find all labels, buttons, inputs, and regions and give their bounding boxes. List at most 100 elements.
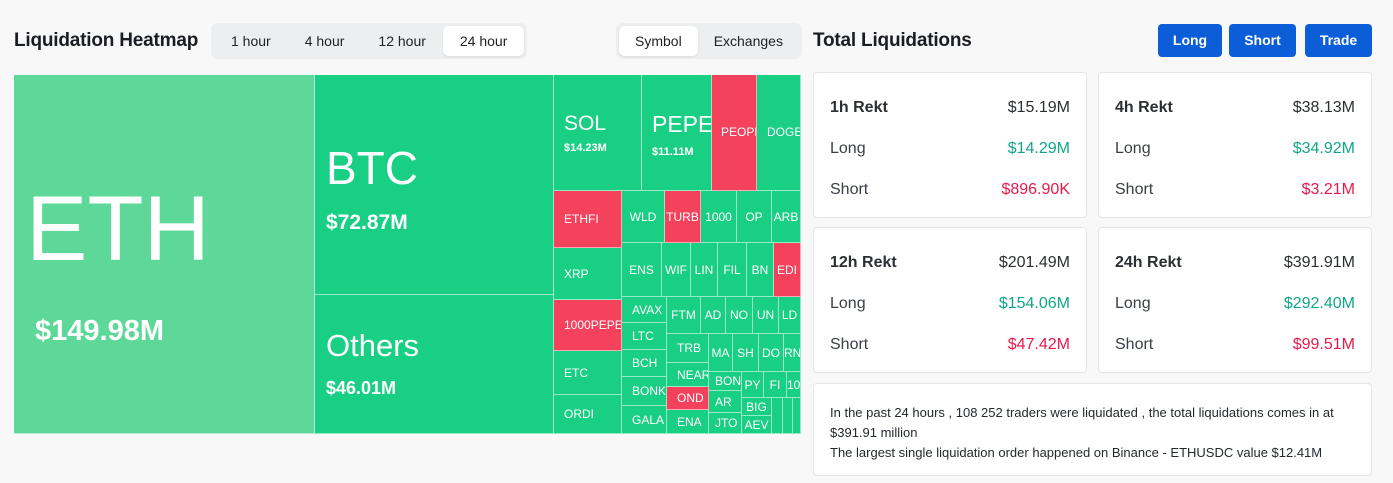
tile-avax[interactable]: AVAX — [622, 297, 667, 323]
long-label: Long — [1115, 295, 1151, 312]
time-option-12h[interactable]: 12 hour — [378, 33, 426, 49]
tile-symbol: EDI — [776, 262, 797, 277]
tile-1000[interactable]: 1000 — [701, 191, 737, 243]
tile-doge[interactable]: DOGE — [757, 75, 801, 191]
tile-symbol: NO — [730, 308, 748, 322]
tile-fil[interactable]: FIL — [718, 243, 747, 297]
tile-symbol: AD — [704, 308, 722, 322]
tile-ar[interactable]: AR — [709, 391, 742, 413]
tile-wld[interactable]: WLD — [622, 191, 665, 243]
tile-symbol: BTC — [326, 142, 418, 194]
tile-uni[interactable]: UN — [753, 297, 779, 334]
tile-op[interactable]: OP — [737, 191, 772, 243]
tile-symbol: LIN — [694, 262, 714, 277]
period-label: 4h Rekt — [1115, 99, 1173, 116]
tile-tiny[interactable] — [793, 398, 801, 434]
tile-symbol: UN — [756, 308, 775, 322]
short-button[interactable]: Short — [1229, 24, 1296, 57]
tile-symbol: FIL — [723, 262, 741, 277]
tile-xrp[interactable]: XRP — [554, 248, 622, 300]
tile-link[interactable]: LIN — [691, 243, 718, 297]
tile-ena[interactable]: ENA — [667, 410, 709, 434]
tile-symbol: NEAR — [677, 367, 709, 382]
tile-symbol: PY — [744, 377, 761, 392]
tile-gala[interactable]: GALA — [622, 406, 667, 434]
tile-near[interactable]: NEAR — [667, 363, 709, 387]
tile-shib[interactable]: SH — [733, 334, 759, 372]
tile-no[interactable]: NO — [726, 297, 753, 334]
tile-1000pepe[interactable]: 1000PEPE — [554, 300, 622, 351]
long-value: $292.40M — [1283, 295, 1355, 312]
long-button[interactable]: Long — [1158, 24, 1222, 57]
tile-jto[interactable]: JTO — [709, 413, 742, 434]
tile-symbol: FI — [769, 377, 781, 392]
tile-aev[interactable]: AEV — [742, 416, 772, 434]
tile-symbol: TURB — [666, 209, 699, 224]
tile-peopl[interactable]: PEOPL — [712, 75, 757, 191]
tile-symbol: ENS — [629, 262, 654, 277]
tile-symbol: 1000PEPE — [564, 318, 622, 332]
tile-bonk[interactable]: BONK — [622, 377, 667, 406]
tile-arb[interactable]: ARB — [772, 191, 801, 243]
tile-symbol: 1000 — [705, 209, 732, 224]
short-label: Short — [1115, 181, 1154, 198]
tile-big[interactable]: BIG — [742, 398, 772, 416]
time-option-4h[interactable]: 4 hour — [304, 33, 345, 49]
tile-value: $11.11M — [652, 146, 694, 158]
tile-eth[interactable]: ETH $149.98M — [14, 75, 315, 434]
tile-mana[interactable]: MA — [709, 334, 733, 372]
tile-ens[interactable]: ENS — [622, 243, 662, 297]
view-option-symbol[interactable]: Symbol — [619, 26, 698, 56]
tile-value: $14.23M — [564, 142, 607, 154]
total-value: $201.49M — [998, 254, 1070, 271]
tile-others[interactable]: Others $46.01M — [315, 295, 554, 434]
time-option-24h[interactable]: 24 hour — [442, 26, 525, 56]
tile-ltc[interactable]: LTC — [622, 323, 667, 350]
trade-button[interactable]: Trade — [1305, 24, 1372, 57]
tile-fi[interactable]: FI — [764, 372, 787, 398]
tile-etc[interactable]: ETC — [554, 351, 622, 395]
tile-tiny[interactable] — [783, 398, 793, 434]
tile-symbol: DO — [762, 345, 780, 360]
tile-ethfi[interactable]: ETHFI — [554, 191, 622, 248]
tile-dot[interactable]: DO — [759, 334, 784, 372]
long-row: Long $14.29M — [830, 140, 1070, 162]
time-option-1h[interactable]: 1 hour — [231, 33, 271, 49]
tile-wif[interactable]: WIF — [662, 243, 691, 297]
tile-trb[interactable]: TRB — [667, 334, 709, 363]
tile-btc[interactable]: BTC $72.87M — [315, 75, 554, 295]
tile-rn[interactable]: RN — [784, 334, 801, 372]
long-label: Long — [830, 140, 866, 157]
tile-ada[interactable]: AD — [701, 297, 726, 334]
view-option-exchanges[interactable]: Exchanges — [713, 33, 783, 49]
tile-ondo[interactable]: OND — [667, 387, 709, 410]
tile-symbol: PEOPL — [721, 125, 756, 139]
total-value: $391.91M — [1283, 254, 1355, 271]
tile-bch[interactable]: BCH — [622, 350, 667, 377]
tile-symbol: BONK — [632, 384, 667, 398]
tile-edu[interactable]: EDI — [774, 243, 801, 297]
short-value: $99.51M — [1292, 336, 1355, 353]
heatmap-panel: Liquidation Heatmap 1 hour 4 hour 12 hou… — [14, 23, 802, 434]
tile-py[interactable]: PY — [742, 372, 764, 398]
tile-bnb[interactable]: BN — [747, 243, 774, 297]
tile-ordi[interactable]: ORDI — [554, 395, 622, 434]
tile-symbol: DOGE — [767, 125, 801, 139]
tile-symbol: WIF — [665, 262, 687, 277]
tile-10[interactable]: 10 — [787, 372, 801, 398]
tile-bon[interactable]: BON — [709, 372, 742, 391]
short-label: Short — [830, 181, 869, 198]
long-row: Long $34.92M — [1115, 140, 1355, 162]
tile-symbol: ORDI — [564, 407, 594, 421]
tile-symbol: MA — [711, 345, 730, 360]
card-header: 4h Rekt $38.13M — [1115, 99, 1355, 121]
tile-tiny[interactable] — [772, 398, 783, 434]
tile-sol[interactable]: SOL $14.23M — [554, 75, 642, 191]
heatmap-title: Liquidation Heatmap — [14, 30, 199, 51]
tile-pepe[interactable]: PEPE $11.11M — [642, 75, 712, 191]
tile-ftm[interactable]: FTM — [667, 297, 701, 334]
tile-turbo[interactable]: TURB — [665, 191, 701, 243]
tile-ldo[interactable]: LD — [779, 297, 801, 334]
period-label: 12h Rekt — [830, 254, 897, 271]
short-row: Short $99.51M — [1115, 336, 1355, 358]
